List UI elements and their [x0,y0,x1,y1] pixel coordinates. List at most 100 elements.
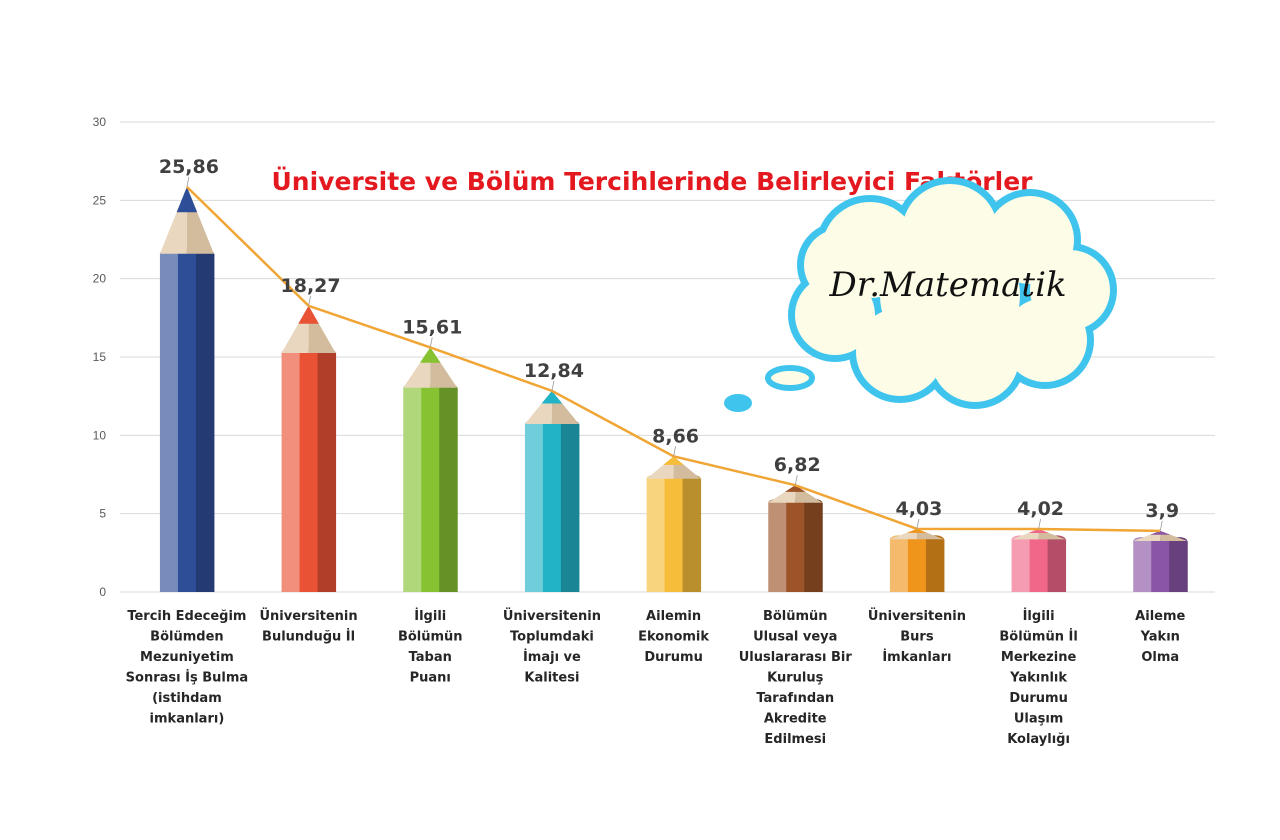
pencil-bar [889,528,945,592]
pencil-body-segment [1047,539,1067,592]
category-label: Üniversitenin Toplumdaki İmajı ve Kalitesi [503,608,601,686]
y-tick-label: 10 [93,428,107,442]
category-label-line: Akredite [764,712,827,727]
pencil-wood-right [1038,529,1066,540]
category-labels: Tercih Edeceğim Bölümden Mezuniyetim Sonras… [126,608,1186,747]
pencil-body-segment [925,539,945,592]
category-label-line: Ekonomik [638,630,709,645]
data-label: 3,9 [1145,500,1179,522]
pencil-wood-left [1011,529,1039,540]
category-label-line: Ailemin [646,609,701,624]
category-label-line: Taban [409,650,452,665]
pencil-body-segment [907,539,927,592]
data-label: 15,61 [402,316,462,338]
pencil-bars [159,186,1188,592]
category-label-line: Tercih Edeceğim [127,609,246,624]
pencil-lead [663,456,684,465]
pencil-wood-right [916,528,944,540]
data-label: 4,03 [895,498,942,520]
category-label-line: İlgili [1023,608,1055,624]
category-label-line: Edilmesi [764,732,826,747]
category-label-line: Üniversitenin [868,608,966,624]
category-label-line: Bölümün [763,609,828,624]
cloud-fill [804,229,876,301]
pencil-wood-left [1133,530,1161,541]
category-label: İlgili Bölümün Taban Puanı [398,608,463,686]
pencil-body-segment [281,352,301,592]
category-label-line: Toplumdaki [510,630,594,645]
category-label: Üniversitenin Burs İmkanları [868,608,966,665]
pencil-body-segment [542,424,562,592]
y-tick-label: 15 [93,350,107,364]
category-label: Üniversitenin Bulunduğu İl [259,608,357,645]
pencil-body-segment [664,478,684,592]
pencil-body-segment [299,352,319,592]
category-label-line: Olma [1141,650,1179,665]
data-label: 8,66 [652,425,699,447]
y-tick-label: 5 [99,507,106,521]
pencil-wood-right [308,305,336,353]
category-label: Bölümün Ulusal veya Uluslararası Bir Kurulu… [739,609,853,747]
category-label-line: Ulusal veya [753,630,837,645]
pencil-wood-left [768,485,796,503]
category-label-line: Üniversitenin [259,608,357,624]
y-tick-label: 25 [93,193,107,207]
category-label-line: (istihdam [152,691,222,706]
data-label-leader [551,380,555,391]
data-label-leader [429,337,433,348]
pencil-bar [1133,530,1188,592]
pencil-body-segment [421,387,440,592]
pencil-body-segment [560,424,580,592]
chart-title: Üniversite ve Bölüm Tercihlerinde Belirl… [272,166,1034,196]
pencil-lead [1028,529,1049,533]
category-label-line: Bölümün [398,630,463,645]
category-label-line: Bölümden [150,630,223,645]
dr-matematik-watermark: Dr.Matematik [724,177,1117,412]
y-tick-label: 30 [93,115,107,129]
watermark-text: Dr.Matematik [828,265,1066,305]
y-tick-label: 20 [93,272,107,286]
pencil-lead [1149,530,1171,535]
category-label-line: Puanı [410,671,451,686]
pencil-body-segment [1133,540,1152,592]
pencil-lead [298,305,319,324]
pencil-bar [403,347,458,592]
pencil-body-segment [804,502,823,592]
category-label: Ailemin Ekonomik Durumu [638,609,709,665]
cloud-fill [880,225,1020,365]
pencil-body-segment [159,253,179,592]
pencil-bar [1011,529,1067,592]
pencil-bar [646,456,702,592]
pencil-bar [768,485,823,592]
data-label: 4,02 [1017,498,1064,520]
data-label-leader [916,518,920,529]
data-labels: 25,86 18,27 15,61 12,84 8,66 6,82 4,03 4,02 3,9 [159,156,1179,531]
category-label-line: Mezuniyetim [140,650,234,665]
pencil-body-segment [524,424,544,592]
category-label-line: Merkezine [1001,650,1077,665]
category-label-line: Üniversitenin [503,608,601,624]
category-label-line: İlgili [414,608,446,624]
data-label-leader [794,475,798,486]
pencil-body-segment [786,502,805,592]
category-label-line: Kalitesi [524,671,579,686]
pencil-body-segment [195,253,215,592]
pencil-body-segment [317,352,337,592]
data-label: 6,82 [774,454,821,476]
pencil-lead [419,347,441,363]
pencil-bar [159,186,215,592]
category-label-line: İmkanları [882,649,951,665]
thought-bubble [765,365,815,391]
category-label: İlgili Bölümün İl Merkezine Yakınlık Durumu U… [999,608,1077,747]
category-label-line: Durumu [1009,691,1068,706]
category-label-line: İmajı ve [523,649,581,665]
cloud-fill [1003,298,1087,382]
category-label-line: Sonrası İş Bulma [126,670,249,686]
pencil-body-segment [1169,540,1188,592]
pencil-wood-right [1160,530,1188,541]
category-label-line: Bölümün İl [999,629,1077,645]
data-label: 12,84 [524,360,584,382]
y-tick-label: 0 [99,585,106,599]
thought-bubble [724,394,752,412]
